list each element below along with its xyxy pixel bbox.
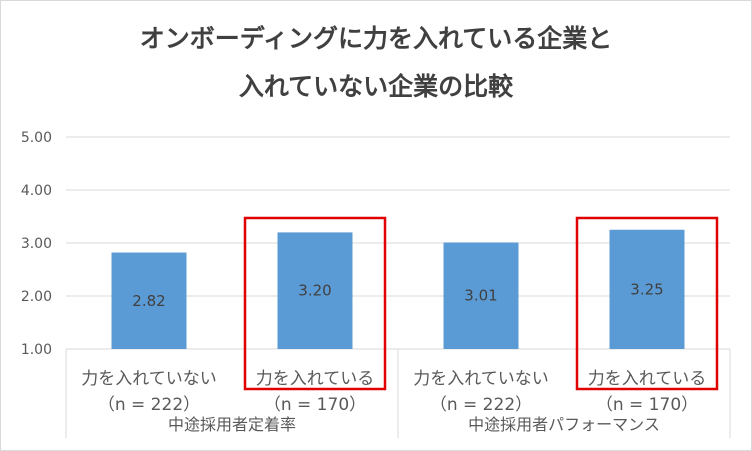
category-sample-size: （n = 170）	[264, 395, 366, 415]
data-label: 3.25	[630, 280, 663, 298]
bar	[443, 242, 519, 349]
category-label: 力を入れている	[256, 369, 375, 389]
data-label: 3.01	[464, 287, 497, 305]
category-label: 力を入れていない	[413, 369, 549, 389]
chart-title-line-1: オンボーディングに力を入れている企業と	[139, 24, 613, 53]
category-label: 力を入れていない	[81, 369, 217, 389]
highlight-box	[575, 216, 719, 391]
group-label: 中途採用者定着率	[168, 415, 296, 434]
y-tick-label: 5.00	[21, 130, 52, 146]
chart-title-line-2: 入れていない企業の比較	[238, 72, 514, 101]
bar	[277, 232, 353, 349]
category-sample-size: （n = 222）	[98, 395, 200, 415]
category-label: 力を入れている	[588, 369, 707, 389]
y-tick-label: 4.00	[21, 183, 52, 199]
y-tick-label: 2.00	[21, 289, 52, 305]
group-label: 中途採用者パフォーマンス	[468, 415, 660, 434]
data-label: 2.82	[132, 292, 165, 310]
highlight-box	[243, 216, 387, 391]
bar	[609, 229, 685, 349]
bar	[111, 252, 187, 349]
category-sample-size: （n = 222）	[430, 395, 532, 415]
data-label: 3.20	[298, 282, 331, 300]
y-tick-label: 1.00	[21, 342, 52, 358]
y-tick-label: 3.00	[21, 236, 52, 252]
category-sample-size: （n = 170）	[596, 395, 698, 415]
